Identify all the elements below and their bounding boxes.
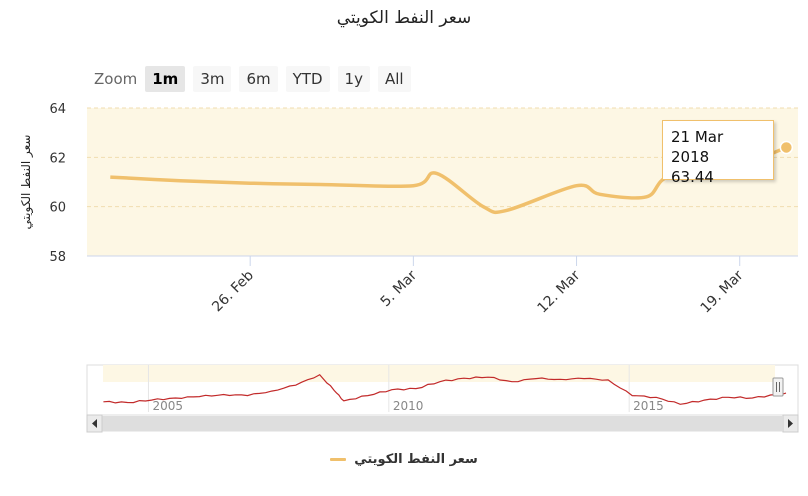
y-tick-label: 58: [49, 250, 66, 265]
zoom-1m-button[interactable]: 1m: [145, 66, 186, 92]
tooltip-date: 21 Mar 2018: [671, 128, 724, 166]
navigator-tick-label: 2015: [633, 399, 664, 413]
x-axis-ticks: 26. Feb 5. Mar 12. Mar 19. Mar: [209, 256, 747, 316]
zoom-ytd-button[interactable]: YTD: [285, 66, 330, 92]
x-tick-label: 12. Mar: [534, 267, 583, 316]
legend-label: سعر النفط الكويتي: [354, 452, 478, 467]
y-tick-label: 60: [49, 201, 66, 216]
zoom-all-button[interactable]: All: [377, 66, 411, 92]
zoom-1y-button[interactable]: 1y: [337, 66, 370, 92]
navigator-handle[interactable]: [772, 377, 784, 397]
x-tick-label: 5. Mar: [378, 267, 421, 310]
tooltip: 21 Mar 2018 63.44: [662, 120, 774, 186]
arrow-left-icon: [92, 419, 97, 428]
y-tick-label: 62: [49, 151, 66, 166]
navigator-ticks: 2005 2010 2015: [147, 365, 664, 413]
navigator-mask: [103, 365, 775, 382]
zoom-label: Zoom: [94, 70, 138, 88]
y-tick-label: 64: [49, 102, 66, 117]
x-tick-label: 26. Feb: [209, 267, 257, 315]
arrow-right-icon: [788, 419, 793, 428]
scrollbar-thumb[interactable]: [102, 416, 782, 431]
zoom-bar: Zoom 1m 3m 6m YTD 1y All: [94, 66, 419, 92]
zoom-3m-button[interactable]: 3m: [193, 66, 232, 92]
tooltip-value: 63.44: [671, 168, 714, 186]
chart-title: سعر النفط الكويتي: [336, 8, 472, 28]
y-axis-ticks: 64 62 60 58: [49, 102, 66, 265]
legend[interactable]: سعر النفط الكويتي: [0, 452, 808, 467]
navigator-tick-label: 2010: [393, 399, 424, 413]
navigator-tick-label: 2005: [152, 399, 183, 413]
x-tick-label: 19. Mar: [698, 267, 747, 316]
zoom-6m-button[interactable]: 6m: [239, 66, 278, 92]
series-end-point[interactable]: [779, 140, 794, 155]
navigator-line: [103, 373, 787, 405]
legend-swatch: [330, 458, 347, 461]
y-axis-label: سعر النفط الكويتي: [19, 135, 34, 230]
